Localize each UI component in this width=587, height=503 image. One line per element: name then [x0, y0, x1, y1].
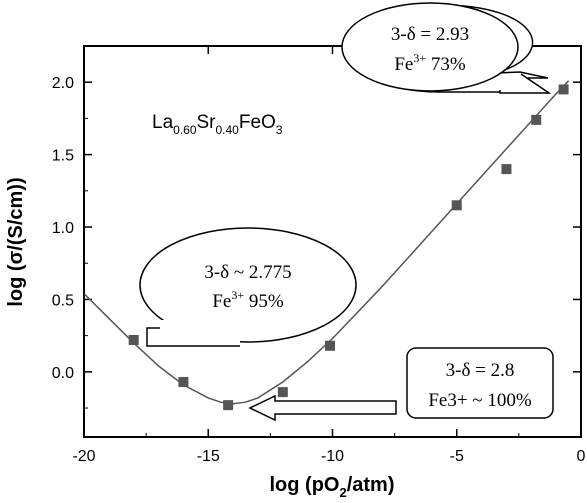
callout-box-line1: 3-δ = 2.8	[446, 360, 515, 381]
callout-left-ellipse	[139, 227, 357, 343]
y-tick-label: 0.5	[52, 292, 74, 309]
data-point	[277, 387, 288, 398]
x-tick-label: -15	[197, 448, 220, 465]
formula-part: Sr	[197, 112, 217, 133]
callout-arrow	[248, 394, 397, 422]
callout-top: 3-δ = 2.93 Fe3+ 73%	[341, 2, 552, 94]
compound-formula: La0.60Sr0.40FeO3	[152, 112, 283, 137]
formula-sub: 3	[276, 123, 283, 137]
callout-left-line2: Fe3+ 95%	[212, 288, 284, 312]
data-point	[128, 334, 139, 345]
callout-top-line1: 3-δ = 2.93	[391, 24, 469, 45]
data-point	[325, 340, 336, 351]
callout-top-ellipse	[341, 2, 519, 92]
callout-left-line1: 3-δ ~ 2.775	[204, 262, 291, 283]
data-point	[178, 376, 189, 387]
callout-left: 3-δ ~ 2.775 Fe3+ 95%	[139, 227, 357, 347]
x-tick-label: 0	[577, 448, 586, 465]
x-tick-label: -10	[321, 448, 344, 465]
y-tick-label: 1.5	[52, 148, 74, 165]
data-point	[531, 114, 542, 125]
callout-box: 3-δ = 2.8 Fe3+ ~ 100%	[248, 347, 554, 422]
data-point	[501, 164, 512, 175]
y-tick-label: 1.0	[52, 220, 74, 237]
fit-curve	[83, 80, 570, 405]
y-tick-label: 0.0	[52, 365, 74, 382]
formula-sub: 0.60	[173, 123, 197, 137]
y-tick-label: 2.0	[52, 75, 74, 92]
x-tick-label: -20	[72, 448, 95, 465]
data-point	[558, 84, 569, 95]
x-axis-title: log (pO2/atm)	[269, 474, 394, 500]
data-point	[223, 400, 234, 411]
formula-part: FeO	[239, 112, 276, 133]
formula-part: La	[152, 112, 174, 133]
callout-top-mask	[498, 76, 514, 90]
callout-box-line2: Fe3+ ~ 100%	[428, 390, 531, 411]
callout-top-line2: Fe3+ 73%	[394, 51, 466, 75]
data-point	[451, 200, 462, 211]
y-axis-title: log (σ/(S/cm))	[5, 177, 27, 306]
callout-left-mask	[160, 320, 240, 344]
formula-sub: 0.40	[216, 123, 240, 137]
callout-box-frame	[406, 347, 554, 419]
x-tick-label: -5	[450, 448, 464, 465]
